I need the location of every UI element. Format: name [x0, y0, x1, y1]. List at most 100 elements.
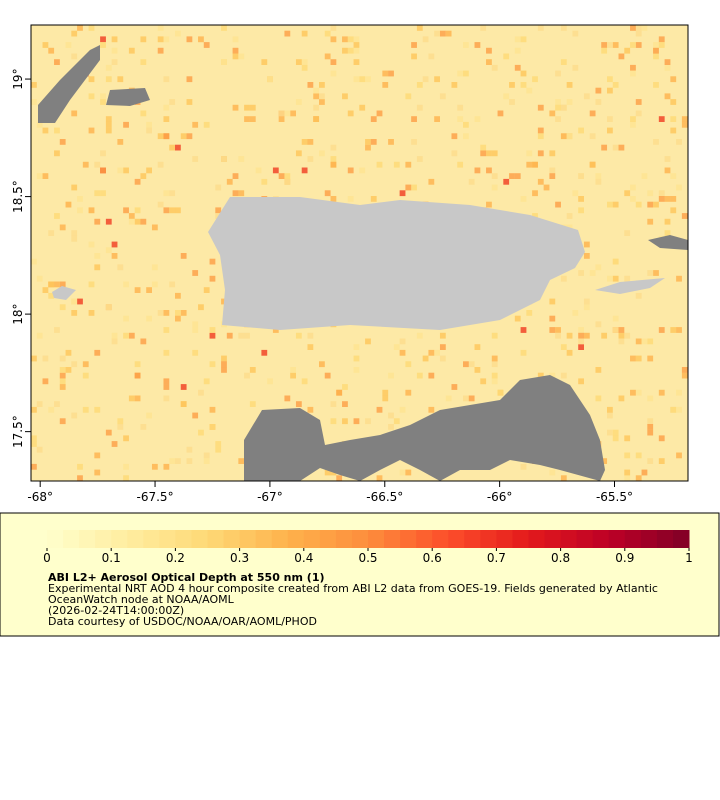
aod-pixel [295, 59, 302, 65]
aod-pixel [36, 446, 43, 453]
aod-pixel [301, 139, 308, 145]
colorbar-cell [111, 530, 128, 548]
aod-pixel [509, 82, 515, 88]
aod-pixel [111, 47, 118, 54]
aod-pixel [365, 144, 371, 151]
aod-pixel [249, 401, 256, 407]
aod-pixel [169, 99, 176, 105]
aod-pixel [382, 82, 389, 88]
aod-pixel [65, 201, 72, 208]
aod-pixel [359, 167, 366, 174]
aod-pixel [612, 144, 619, 151]
aod-pixel [163, 76, 170, 83]
aod-pixel [365, 338, 371, 345]
aod-pixel [376, 110, 383, 117]
aod-pixel [59, 418, 66, 425]
aod-pixel [520, 196, 527, 202]
aod-pixel [192, 156, 199, 162]
aod-pixel [151, 463, 158, 470]
aod-pixel [416, 372, 423, 379]
aod-pixel [347, 36, 354, 43]
aod-pixel [670, 76, 677, 83]
aod-pixel [416, 104, 423, 111]
aod-pixel [48, 47, 55, 54]
aod-pixel [77, 207, 83, 214]
aod-pixel [612, 258, 619, 265]
aod-pixel [491, 361, 498, 368]
aod-pixel [82, 406, 89, 413]
aod-pixel [641, 469, 648, 476]
aod-pixel [451, 150, 458, 157]
aod-pixel [382, 70, 389, 77]
aod-pixel [134, 395, 141, 402]
aod-pixel [175, 144, 181, 151]
aod-pixel [353, 355, 360, 362]
aod-pixel [54, 281, 60, 288]
aod-pixel [198, 389, 204, 396]
aod-pixel [491, 184, 498, 191]
colorbar-cell [480, 530, 497, 548]
aod-pixel [670, 127, 677, 134]
aod-pixel [307, 82, 314, 88]
x-tick-label: -68° [27, 490, 53, 504]
aod-pixel [94, 349, 101, 356]
caption-line: (2026-02-24T14:00:00Z) [48, 604, 184, 617]
aod-pixel [607, 87, 613, 94]
aod-pixel [583, 241, 590, 248]
aod-pixel [405, 161, 412, 168]
aod-pixel [151, 281, 158, 288]
aod-pixel [653, 53, 659, 60]
x-tick-label: -65.5° [596, 490, 633, 504]
aod-pixel [664, 93, 671, 100]
aod-pixel [307, 139, 314, 145]
aod-pixel [192, 321, 199, 328]
aod-pixel [290, 110, 296, 117]
aod-pixel [359, 104, 366, 111]
aod-pixel [42, 355, 49, 362]
aod-pixel [157, 47, 164, 54]
aod-pixel [434, 30, 440, 37]
aod-pixel [664, 218, 671, 225]
aod-pixel [221, 59, 227, 65]
aod-pixel [411, 116, 417, 122]
aod-pixel [653, 201, 659, 208]
aod-pixel [94, 161, 101, 168]
aod-pixel [59, 224, 66, 231]
aod-pixel [549, 298, 556, 305]
aod-pixel [388, 139, 394, 145]
aod-pixel [681, 367, 688, 373]
aod-pixel [624, 47, 631, 54]
colorbar-cell [159, 530, 176, 548]
colorbar-cell [95, 530, 112, 548]
aod-pixel [301, 64, 308, 71]
y-tick-label: 19° [11, 68, 25, 89]
aod-pixel [261, 59, 268, 65]
aod-pixel [474, 167, 481, 174]
aod-pixel [601, 332, 608, 339]
aod-pixel [48, 292, 55, 299]
aod-pixel [330, 418, 337, 425]
aod-pixel [393, 161, 400, 168]
colorbar-cell [432, 530, 449, 548]
aod-pixel [146, 127, 152, 134]
aod-pixel [382, 389, 389, 396]
aod-pixel [163, 104, 170, 111]
aod-pixel [549, 167, 556, 174]
aod-pixel [474, 367, 481, 373]
aod-pixel [203, 452, 210, 459]
aod-pixel [77, 298, 83, 305]
aod-pixel [128, 213, 135, 219]
aod-pixel [319, 361, 325, 368]
aod-pixel [117, 424, 124, 430]
aod-pixel [117, 264, 124, 271]
aod-pixel [100, 190, 106, 197]
colorbar-cell [303, 530, 321, 548]
aod-pixel [42, 287, 49, 293]
aod-pixel [532, 161, 538, 168]
aod-pixel [186, 133, 193, 140]
colorbar-cell [496, 530, 513, 548]
aod-pixel [31, 406, 37, 413]
aod-pixel [163, 463, 170, 470]
aod-pixel [601, 144, 608, 151]
